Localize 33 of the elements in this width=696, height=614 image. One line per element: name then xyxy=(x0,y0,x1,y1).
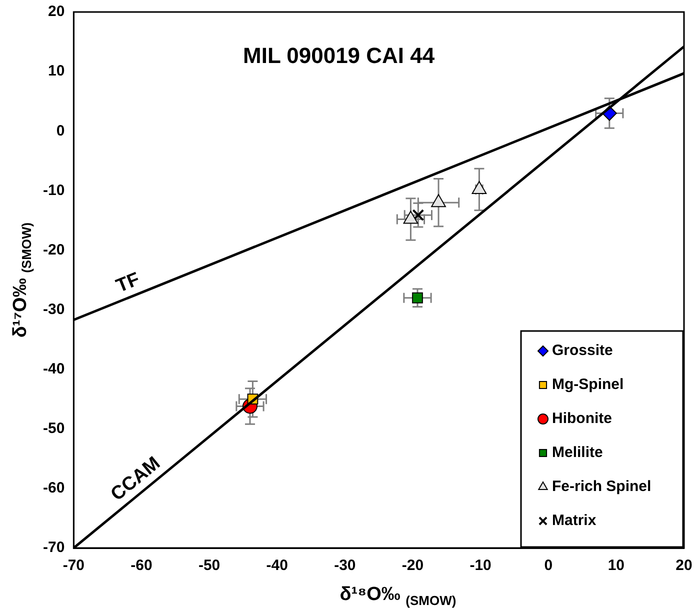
y-tick-label: 0 xyxy=(56,122,65,140)
x-tick-label: 0 xyxy=(544,557,553,574)
legend-label: Grossite xyxy=(552,342,613,360)
x-tick-label: 10 xyxy=(608,557,625,574)
y-tick-label: -30 xyxy=(42,300,65,318)
y-tick-label: -60 xyxy=(42,480,65,497)
y-tick-label: -50 xyxy=(42,420,65,438)
x-axis-title: δ¹⁸O‰ $_{(SMOW)}$ xyxy=(338,584,458,608)
x-tick-label: -70 xyxy=(62,557,85,574)
point xyxy=(412,292,423,304)
legend-label: Mg-Spinel xyxy=(552,376,624,394)
point xyxy=(472,180,487,194)
legend-label: Fe-rich Spinel xyxy=(552,478,652,496)
y-tick-label: -70 xyxy=(42,539,65,556)
point xyxy=(403,210,418,224)
y-tick-label: 20 xyxy=(48,3,65,20)
text: MIL 090019 CAI 44 xyxy=(243,43,436,68)
legend-label: Melilite xyxy=(552,444,603,462)
x-tick-label: -20 xyxy=(402,557,424,574)
x-tick-label: -50 xyxy=(198,557,220,574)
x-tick-label: -40 xyxy=(266,557,288,574)
y-tick-label: 10 xyxy=(48,62,65,80)
y-tick-label: -20 xyxy=(42,241,65,258)
legend-label: Hibonite xyxy=(552,410,612,428)
y-tick-label: -10 xyxy=(42,182,65,199)
x-tick-label: -10 xyxy=(470,557,492,574)
x-tick-label: 20 xyxy=(676,557,692,574)
x-tick-label: -30 xyxy=(334,557,356,574)
legend-label: Matrix xyxy=(552,512,597,530)
x-tick-label: -60 xyxy=(130,557,152,574)
text: TF xyxy=(113,268,143,298)
y-tick-label: -40 xyxy=(42,360,65,378)
point xyxy=(431,194,446,208)
